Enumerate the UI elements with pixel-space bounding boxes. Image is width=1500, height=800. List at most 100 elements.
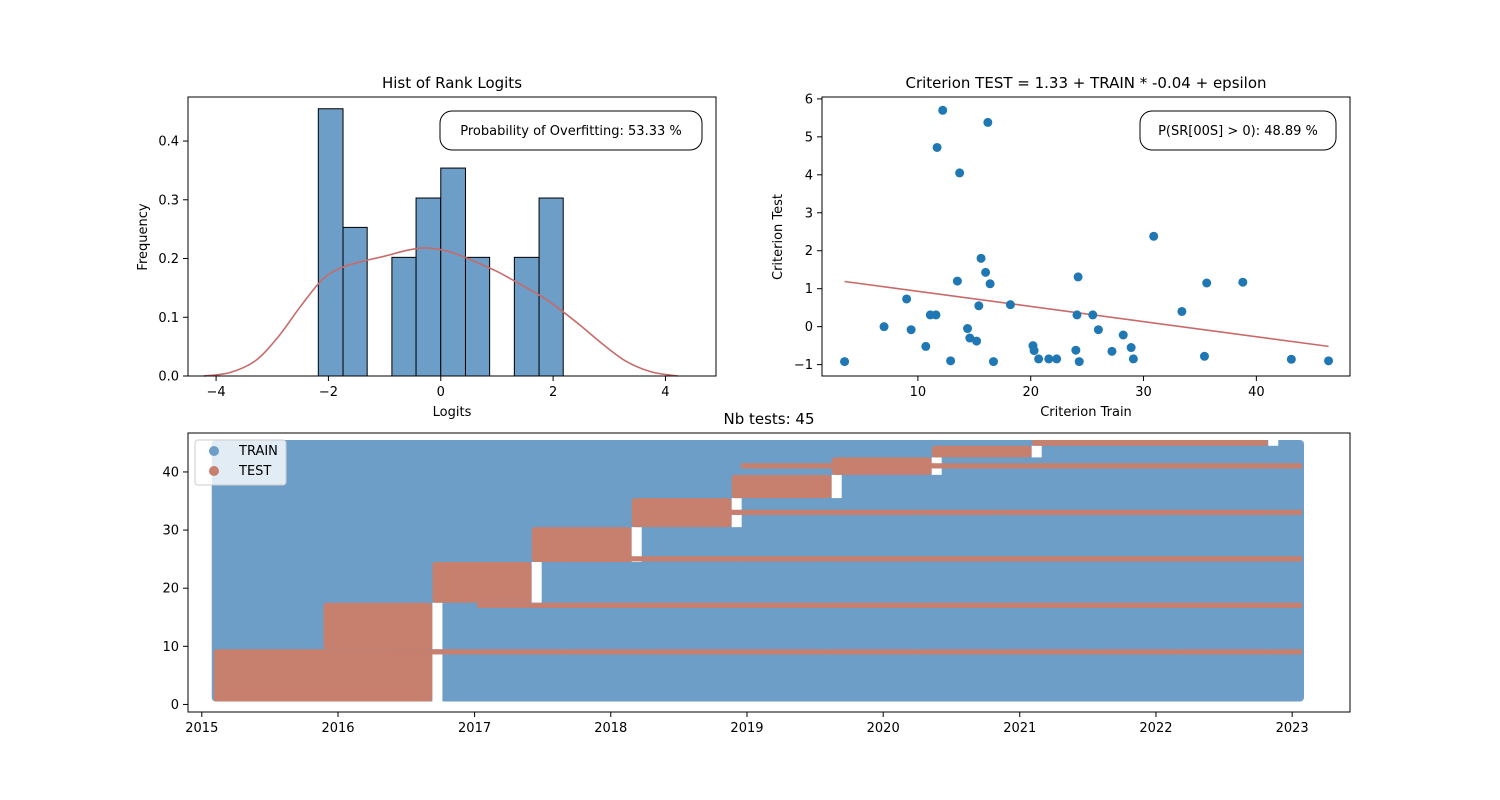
scatter-point: [932, 142, 942, 152]
scatter-point: [906, 325, 916, 335]
test-stripe: [653, 602, 742, 608]
scatter-frame: [821, 96, 1351, 377]
test-stripe: [1268, 649, 1302, 655]
test-stripe: [916, 602, 1005, 608]
scatter-point: [879, 322, 889, 332]
histogram-bar: [464, 256, 491, 377]
test-stripe: [1268, 556, 1302, 562]
test-stripe: [1268, 463, 1302, 469]
scatter-point: [1029, 346, 1039, 356]
scatter-y-tick-label: 3: [805, 206, 813, 221]
scatter-marks: [840, 105, 1334, 367]
timeline-ticks: 2015 2016 2017 2018 2019 2020 2021 2022 2023 0 10 2…: [162, 465, 1308, 736]
test-stripe: [916, 463, 1005, 469]
legend-train-marker: [209, 446, 219, 456]
scatter-point: [1044, 354, 1054, 364]
test-stripe: [828, 556, 917, 562]
histogram-title: Hist of Rank Logits: [382, 74, 522, 92]
test-stripe: [1268, 602, 1302, 608]
histogram-x-tick-label: 4: [661, 385, 669, 400]
timeline-x-tick-label: 2022: [1139, 721, 1172, 736]
scatter-point: [985, 279, 995, 289]
test-stripe: [1004, 649, 1093, 655]
scatter-point: [1093, 325, 1103, 335]
test-stripe: [389, 649, 478, 655]
test-stripe: [653, 509, 742, 515]
timeline-y-tick-label: 0: [171, 698, 179, 713]
train-region: [211, 439, 1305, 702]
timeline-x-tick-label: 2017: [458, 721, 491, 736]
test-window: [213, 649, 433, 702]
scatter-point: [955, 168, 965, 178]
scatter-point: [1073, 272, 1083, 282]
scatter-x-tick-label: 10: [910, 385, 927, 400]
legend-train-label: TRAIN: [238, 444, 278, 459]
histogram-x-tick-label: −2: [319, 385, 338, 400]
test-stripe: [828, 509, 917, 515]
scatter-x-tick-label: 30: [1135, 385, 1152, 400]
embargo-gap: [1031, 445, 1042, 458]
test-stripe: [1268, 509, 1302, 515]
histogram-x-tick-label: 0: [437, 385, 445, 400]
scatter-y-tick-label: 0: [805, 320, 813, 335]
test-stripe: [1180, 509, 1269, 515]
histogram-bar: [440, 167, 466, 377]
scatter-point: [1071, 345, 1081, 355]
scatter-point: [1107, 346, 1117, 356]
histogram-bar: [391, 256, 417, 377]
timeline-x-tick-label: 2016: [321, 721, 354, 736]
scatter-y-tick-label: 2: [805, 244, 813, 259]
test-stripe: [741, 556, 829, 562]
scatter-point: [938, 105, 948, 115]
scatter-point: [972, 336, 982, 346]
scatter-point: [1324, 356, 1334, 366]
scatter-ticks: 10 20 30 40 −1 0 1 2 3 4 5 6: [794, 92, 1265, 400]
test-stripe: [1180, 556, 1269, 562]
scatter-xlabel: Criterion Train: [1040, 405, 1132, 420]
test-window: [931, 445, 1032, 458]
scatter-point: [931, 310, 941, 320]
timeline-legend: TRAIN TEST: [194, 439, 287, 486]
scatter-point: [1052, 354, 1062, 364]
scatter-point: [1118, 330, 1128, 340]
test-stripe: [1004, 509, 1093, 515]
scatter-point: [1202, 278, 1212, 288]
embargo-gap: [831, 474, 842, 499]
scatter-point: [983, 117, 993, 127]
test-stripe: [1092, 556, 1181, 562]
scatter-y-tick-label: −1: [794, 358, 813, 373]
histogram-y-tick-label: 0.4: [158, 135, 179, 150]
embargo-gap: [432, 649, 443, 702]
timeline-title: Nb tests: 45: [723, 410, 814, 428]
scatter-point: [988, 357, 998, 367]
histogram-bar: [415, 197, 442, 377]
scatter-y-tick-label: 6: [805, 92, 813, 107]
histogram-ticks: −4 −2 0 2 4 0.0 0.1 0.2 0.3 0.4: [158, 135, 669, 400]
test-stripe: [1180, 602, 1269, 608]
test-stripe: [477, 602, 566, 608]
scatter-point: [1034, 354, 1044, 364]
histogram-y-tick-label: 0.1: [158, 311, 179, 326]
test-window: [531, 527, 632, 563]
criterion-scatter-panel: Criterion TEST = 1.33 + TRAIN * -0.04 + …: [771, 74, 1351, 420]
histogram-bar: [513, 256, 540, 377]
timeline-y-tick-label: 20: [162, 582, 179, 597]
histogram-y-tick-label: 0.0: [158, 370, 179, 385]
test-stripe: [828, 649, 917, 655]
scatter-y-tick-label: 1: [805, 282, 813, 297]
test-stripe: [1180, 649, 1269, 655]
embargo-gap: [432, 602, 443, 650]
timeline-y-tick-label: 40: [162, 465, 179, 480]
histogram-x-tick-label: 2: [549, 385, 557, 400]
scatter-point: [1177, 306, 1187, 316]
test-stripe: [1092, 463, 1181, 469]
scatter-point: [902, 294, 912, 304]
test-stripe: [565, 649, 654, 655]
legend-test-marker: [209, 466, 219, 476]
kde-curve: [203, 247, 678, 377]
timeline-x-tick-label: 2020: [867, 721, 900, 736]
sr-annotation: P(SR[00S] > 0): 48.89 %: [1158, 124, 1318, 139]
timeline-x-tick-label: 2015: [185, 721, 218, 736]
embargo-gap: [531, 562, 542, 603]
timeline-frame: [187, 432, 1351, 713]
